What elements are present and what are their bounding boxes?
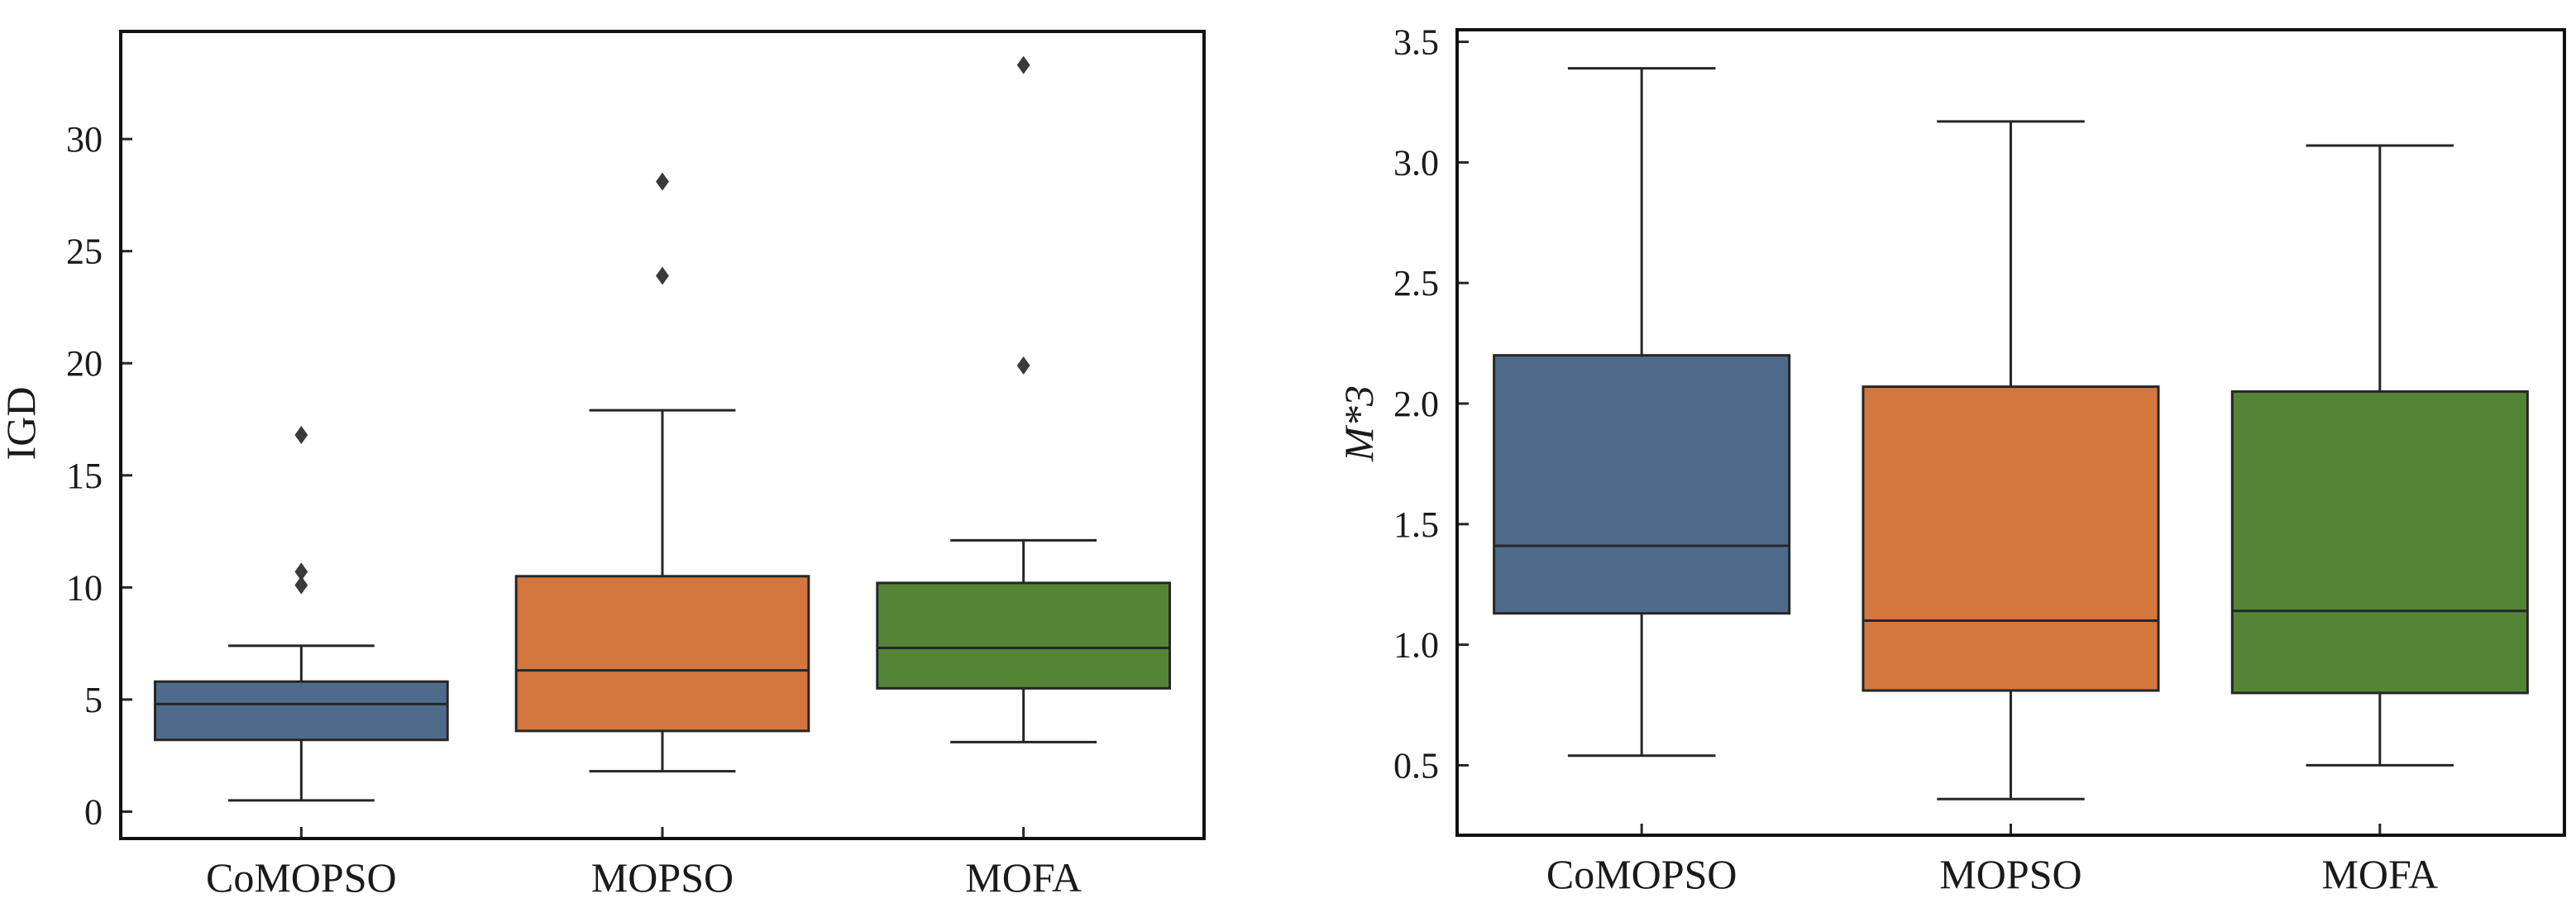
outlier-point — [656, 172, 669, 191]
x-tick-label: CoMOPSO — [206, 854, 397, 901]
x-tick-label: MOFA — [2321, 851, 2438, 897]
m3-y-axis-label: M*3 — [1336, 385, 1382, 462]
y-tick-label: 3.0 — [1393, 142, 1439, 183]
y-tick-label: 1.0 — [1393, 625, 1439, 666]
box-mofa — [876, 581, 1172, 690]
y-tick-label: 2.5 — [1393, 263, 1439, 303]
igd-y-axis-label: IGD — [0, 387, 44, 461]
y-tick-label: 0.5 — [1393, 745, 1439, 786]
igd-boxplot-chart: IGD CoMOPSO MOPSO MOFA 0 5 10 15 20 25 30 — [0, 30, 1206, 901]
outlier-point — [656, 266, 669, 285]
y-tick-label: 20 — [66, 343, 103, 384]
box-mofa — [2230, 389, 2529, 695]
y-tick-label: 30 — [66, 119, 103, 160]
y-tick-label: 5 — [84, 680, 103, 720]
m3-y-axis-label-text: M*3 — [1336, 385, 1382, 462]
x-tick-label: MOPSO — [1939, 851, 2081, 897]
y-tick-label: 0 — [84, 791, 103, 832]
y-tick-label: 10 — [66, 567, 103, 608]
x-tick-label: MOFA — [965, 854, 1082, 901]
x-tick-label: CoMOPSO — [1546, 851, 1737, 897]
y-tick-label: 1.5 — [1393, 504, 1439, 545]
outlier-point — [1016, 55, 1030, 74]
x-tick-label: MOPSO — [591, 854, 734, 901]
y-tick-label: 3.5 — [1393, 22, 1439, 63]
box-comopso — [1493, 354, 1791, 615]
plot-frame — [119, 30, 1206, 840]
box-comopso — [153, 680, 449, 742]
box-mopso — [1862, 385, 2160, 692]
box-mopso — [514, 575, 810, 733]
outlier-point — [294, 562, 308, 581]
outlier-point — [1016, 356, 1030, 375]
y-tick-label: 25 — [66, 232, 103, 272]
y-tick-label: 2.0 — [1393, 384, 1439, 424]
outlier-point — [294, 426, 308, 444]
outlier-point — [294, 576, 308, 595]
m3-boxplot-chart: M*3 CoMOPSO MOPSO MOFA 0.5 1.0 1.5 2.0 2.5 3.0 3.… — [1336, 22, 2566, 897]
plot-frame — [1455, 28, 2566, 837]
y-tick-label: 15 — [66, 456, 103, 496]
